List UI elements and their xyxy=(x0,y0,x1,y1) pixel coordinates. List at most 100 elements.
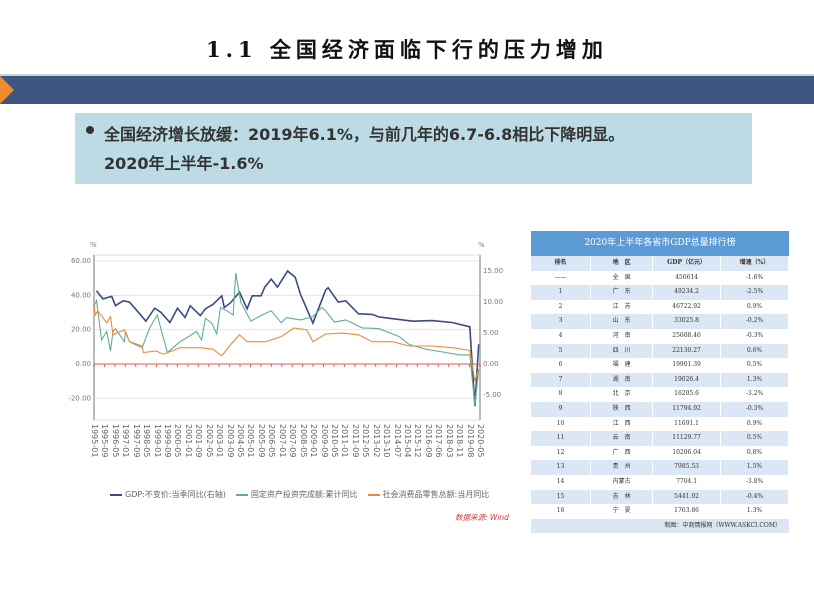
x-tick-label: 1999-01 xyxy=(152,424,162,458)
table-cell: -3.8% xyxy=(721,474,789,490)
x-tick-label: 2003-09 xyxy=(225,424,235,458)
table-cell: 8 xyxy=(531,387,592,402)
table-cell: 11691.1 xyxy=(653,416,722,432)
x-tick-label: 2003-01 xyxy=(215,424,225,458)
table-cell: 19901.39 xyxy=(653,358,722,373)
x-tick-label: 2019-08 xyxy=(465,424,475,458)
table-cell: 河 南 xyxy=(591,328,654,344)
x-tick-label: 2017-06 xyxy=(434,424,444,458)
table-cell: 0.8% xyxy=(721,445,789,461)
table-footer: 制图：中商情报网（WWW.ASKCI.COM） xyxy=(531,518,789,533)
table-cell: 全 国 xyxy=(591,270,654,286)
table-cell: 陕 西 xyxy=(591,401,654,417)
table-row: 11 云 南 11129.77 0.5% xyxy=(531,431,789,446)
table-cell: 0.9% xyxy=(721,299,789,315)
table-cell: 10206.04 xyxy=(653,445,722,461)
table-cell: 456614 xyxy=(653,270,722,286)
legend-gdp: GDP:不变价:当季同比(右轴) xyxy=(110,489,226,500)
table-cell: 江 苏 xyxy=(591,299,654,315)
x-tick-label: 1997-09 xyxy=(131,424,141,458)
summary-line-1: 全国经济增长放缓：2019年6.1%，与前几年的6.7-6.8相比下降明显。 xyxy=(104,125,625,144)
table-row: 15 吉 林 5441.92 -0.4% xyxy=(531,489,789,505)
table-row: 10 江 西 11691.1 0.9% xyxy=(531,416,789,432)
table-cell: 0.5% xyxy=(721,431,789,446)
table-cell: 四 川 xyxy=(591,343,654,359)
x-tick-label: 2000-05 xyxy=(173,424,183,458)
x-tick-label: 2004-05 xyxy=(236,424,246,458)
table-cell: 46722.92 xyxy=(653,299,722,315)
x-tick-label: 1999-09 xyxy=(163,424,173,458)
x-tick-label: 2001-09 xyxy=(194,424,204,458)
table-cell: 14 xyxy=(531,474,592,490)
table-cell: 5441.92 xyxy=(653,489,722,505)
x-tick-label: 2015-04 xyxy=(402,424,412,458)
x-tick-label: 2018-11 xyxy=(455,424,465,458)
table-cell: 山 东 xyxy=(591,314,654,329)
table-cell: -0.3% xyxy=(721,401,789,417)
x-tick-label: 1998-05 xyxy=(142,424,152,458)
table-cell: 1.3% xyxy=(721,504,789,519)
table-cell: 13 xyxy=(531,460,592,475)
table-cell: 吉 林 xyxy=(591,489,654,505)
x-tick-label: 2001-01 xyxy=(183,424,193,458)
table-cell: 0.6% xyxy=(721,343,789,359)
table-row: 16 宁 夏 1763.86 1.3% xyxy=(531,504,789,519)
table-cell: 22130.27 xyxy=(653,343,722,359)
legend-investment: 固定资产投资完成额:累计同比 xyxy=(235,489,358,500)
data-source: 数据来源: Wind xyxy=(455,513,509,522)
x-tick-label: 2009-01 xyxy=(309,424,319,458)
table-cell: 12 xyxy=(531,445,592,461)
table-cell: 33025.8 xyxy=(653,314,722,329)
chart-legend: GDP:不变价:当季同比(右轴) 固定资产投资完成额:累计同比 社会消费品零售总… xyxy=(110,489,489,500)
table-header: 排名 地 区 GDP（亿元） 增速（%） xyxy=(531,256,789,271)
right-tick-label: 10.00 xyxy=(483,298,503,306)
x-tick-label: 2008-05 xyxy=(298,424,308,458)
table-cell: 16 xyxy=(531,504,592,519)
x-tick-label: 2002-05 xyxy=(204,424,214,458)
table-cell: 11 xyxy=(531,431,592,446)
series-line-0 xyxy=(95,269,480,407)
legend-retail: 社会消费品零售总额:当月同比 xyxy=(367,489,489,500)
table-cell: 1 xyxy=(531,285,592,300)
table-cell: 7985.53 xyxy=(653,460,722,475)
table-cell: 19026.4 xyxy=(653,372,722,388)
table-cell: 0.5% xyxy=(721,358,789,373)
plot-area xyxy=(93,254,481,421)
divider xyxy=(0,74,814,76)
table-cell: 1.3% xyxy=(721,372,789,388)
table-cell: 2 xyxy=(531,299,592,315)
table-cell: 15 xyxy=(531,489,592,505)
table-cell: 1.5% xyxy=(721,460,789,475)
x-tick-label: 2005-09 xyxy=(256,424,266,458)
table-cell: 内蒙古 xyxy=(591,474,654,490)
right-tick-label: 0.00 xyxy=(483,360,499,368)
x-tick-label: 2014-07 xyxy=(392,424,402,458)
table-cell: 北 京 xyxy=(591,387,654,402)
left-tick-label: 60.00 xyxy=(71,257,91,265)
left-tick-label: 40.00 xyxy=(71,291,91,299)
table-cell: -0.2% xyxy=(721,314,789,329)
x-tick-label: 2013-10 xyxy=(382,424,392,458)
x-tick-label: 2007-09 xyxy=(288,424,298,458)
x-tick-label: 2011-09 xyxy=(350,424,360,458)
right-tick-label: 5.00 xyxy=(483,329,499,337)
table-row: 13 贵 州 7985.53 1.5% xyxy=(531,460,789,475)
left-tick-label: -20.00 xyxy=(68,394,91,402)
table-cell: 贵 州 xyxy=(591,460,654,475)
table-title: 2020年上半年各省市GDP总量排行榜 xyxy=(531,231,789,256)
table-cell: 11129.77 xyxy=(653,431,722,446)
x-tick-label: 1995-09 xyxy=(100,424,110,458)
table-cell: 4 xyxy=(531,328,592,344)
x-tick-label: 1995-01 xyxy=(90,424,99,458)
x-tick-label: 2016-09 xyxy=(423,424,433,458)
x-tick-label: 2020-05 xyxy=(476,424,485,458)
x-tick-label: 2005-01 xyxy=(246,424,256,458)
x-tick-label: 2013-02 xyxy=(371,424,381,458)
left-unit: % xyxy=(90,241,97,249)
table-cell: -0.3% xyxy=(721,328,789,344)
